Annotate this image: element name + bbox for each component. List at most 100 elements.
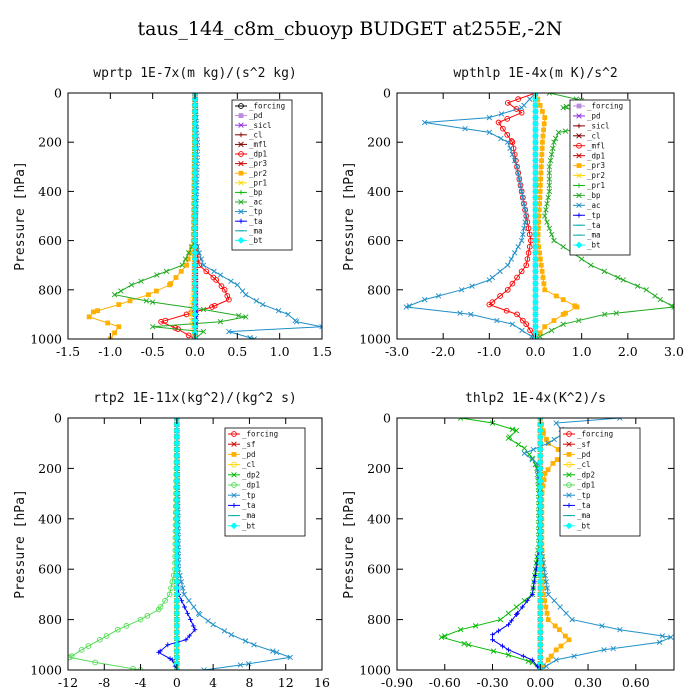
data-point [555,447,561,452]
data-point [539,268,545,274]
data-point [520,231,526,238]
data-point [191,175,199,183]
data-point [576,202,582,209]
data-point [536,439,544,447]
data-point [552,623,558,629]
data-point [546,170,553,176]
data-point [532,138,539,146]
legend-label: _cl [577,460,591,469]
data-point [542,213,548,219]
data-point [173,471,181,479]
data-point [512,157,518,164]
data-point [536,420,544,428]
legend-label: _ta [242,501,256,510]
data-point [532,144,539,152]
data-point [238,132,244,138]
data-point [531,579,537,585]
data-point [537,201,542,207]
data-point [547,157,554,164]
data-point [565,522,573,530]
y-axis-label: Pressure [hPa] [13,161,28,271]
data-point [515,441,522,448]
data-point [96,636,103,643]
x-tick-label: -2.0 [431,344,455,359]
data-point [173,477,181,485]
series-line [440,418,541,670]
data-point [578,256,585,262]
data-point [238,208,244,215]
data-point [183,637,189,643]
data-point [500,643,505,649]
data-point [536,534,544,542]
data-point [209,304,215,310]
data-point [238,113,244,118]
data-point [659,633,666,639]
data-point [191,261,199,269]
data-point [541,477,547,483]
data-point [217,272,224,278]
data-point [130,665,136,670]
x-tick-label: -0.90 [381,675,413,690]
x-tick-label: -0.60 [429,675,461,690]
data-point [183,311,190,318]
data-point [652,293,658,299]
data-point [191,194,199,201]
legend-label: _cl [242,460,256,469]
data-point [211,268,217,275]
data-point [112,330,117,336]
data-point [556,627,562,633]
data-point [173,597,181,605]
data-point [173,427,181,434]
data-point [494,317,500,324]
data-point [95,308,101,314]
x-tick-label: 1.0 [572,344,592,359]
data-point [191,604,197,610]
data-point [576,113,582,119]
data-point [92,659,99,666]
data-point [514,164,520,170]
data-point [457,310,463,316]
data-point [560,321,566,327]
data-point [238,151,244,157]
data-point [537,189,543,194]
data-point [545,194,551,201]
data-point [462,125,468,132]
data-point [509,618,514,624]
panel-title: wpthlp 1E-4x(m K)/s^2 [453,66,617,81]
legend: _forcing_sf_pd_cl_dp2 _dp1_tp_ta_ma_bt [224,427,306,537]
data-point [185,256,191,262]
data-point [542,324,548,330]
data-point [182,256,189,262]
legend-label: _mfl [249,140,267,149]
data-point [505,435,512,441]
data-point [458,287,465,293]
data-point [123,623,130,629]
data-point [191,249,199,257]
data-point [532,298,539,306]
y-tick-label: 400 [38,184,62,199]
data-point [181,591,187,598]
data-point [191,200,199,208]
series-line [88,93,196,339]
data-point [509,151,516,158]
data-point [504,131,511,138]
data-point [221,286,228,293]
data-point [536,603,544,611]
data-point [505,610,512,617]
data-point [541,121,547,127]
data-point [532,175,539,183]
data-point [186,633,192,639]
data-point [490,637,495,643]
data-point [287,654,293,661]
data-point [522,219,528,225]
y-tick-label: 400 [367,511,391,526]
data-point [496,628,501,634]
data-point [457,626,464,633]
data-point [205,618,211,624]
data-point [536,452,544,460]
data-point [188,311,194,318]
y-tick-label: 800 [367,612,391,627]
legend-label: _sf [577,440,591,449]
data-point [536,591,544,598]
data-point [173,446,181,453]
